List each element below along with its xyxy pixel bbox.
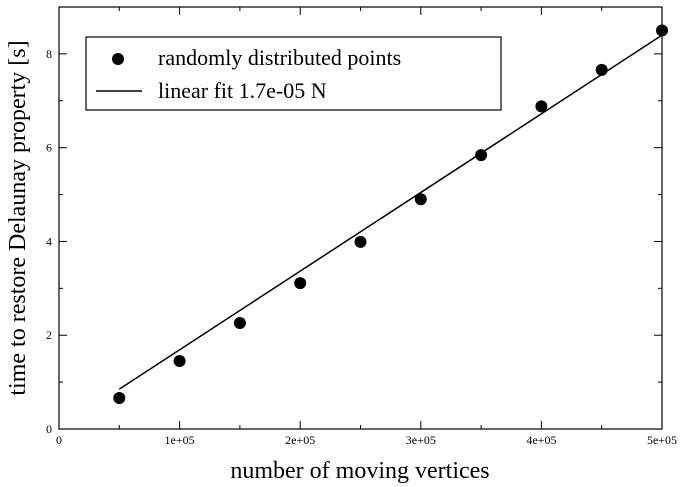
data-point <box>535 100 548 113</box>
data-point <box>656 24 668 37</box>
x-tick-label: 4e+05 <box>526 433 556 447</box>
data-point <box>113 392 126 405</box>
data-point <box>233 317 246 330</box>
x-tick-label: 2e+05 <box>285 433 315 447</box>
scatter-points-layer <box>113 24 668 405</box>
data-point <box>294 277 307 290</box>
y-tick-label: 0 <box>46 422 52 436</box>
y-tick-label: 6 <box>46 141 52 155</box>
x-tick-label: 1e+05 <box>165 433 195 447</box>
legend-marker-scatter <box>112 53 124 65</box>
data-point <box>595 63 608 76</box>
legend: randomly distributed points linear fit 1… <box>85 36 502 111</box>
data-point <box>354 235 367 248</box>
axis-ticks: 0 1e+05 2e+05 3e+05 4e+05 5e+05 0 2 4 6 8 <box>46 7 677 447</box>
legend-label-fit: linear fit 1.7e-05 N <box>158 78 327 103</box>
data-point <box>173 355 186 368</box>
x-tick-label: 5e+05 <box>647 433 677 447</box>
y-tick-label: 2 <box>46 328 52 342</box>
legend-label-scatter: randomly distributed points <box>158 45 401 70</box>
fit-line <box>118 34 663 390</box>
data-point <box>414 193 427 206</box>
y-tick-label: 8 <box>46 47 52 61</box>
x-axis-title: number of moving vertices <box>230 458 489 484</box>
data-point <box>475 149 488 162</box>
y-tick-label: 4 <box>46 234 52 248</box>
y-axis-title: time to restore Delaunay property [s] <box>5 40 31 395</box>
legend-box <box>85 36 502 111</box>
fit-line-layer <box>118 34 663 390</box>
x-tick-label: 0 <box>56 433 62 447</box>
x-tick-label: 3e+05 <box>406 433 436 447</box>
